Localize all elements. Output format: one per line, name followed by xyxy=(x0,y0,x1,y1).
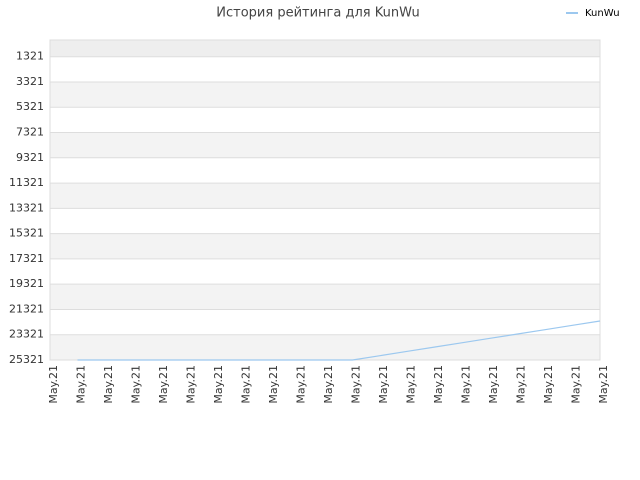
x-tick-label: May.21 xyxy=(377,365,390,404)
x-tick-label: May.21 xyxy=(47,365,60,404)
x-tick-label: May.21 xyxy=(405,365,418,404)
x-tick-label: May.21 xyxy=(350,365,363,404)
y-tick-label: 25321 xyxy=(9,353,44,366)
x-tick-label: May.21 xyxy=(212,365,225,404)
plot-band xyxy=(50,233,600,259)
x-tick-label: May.21 xyxy=(240,365,253,404)
x-tick-label: May.21 xyxy=(597,365,610,404)
series-line xyxy=(77,320,601,361)
y-tick-label: 3321 xyxy=(16,75,44,88)
x-tick-label: May.21 xyxy=(322,365,335,404)
x-tick-label: May.21 xyxy=(185,365,198,404)
x-tick-label: May.21 xyxy=(542,365,555,404)
x-tick-label: May.21 xyxy=(460,365,473,404)
x-tick-label: May.21 xyxy=(102,365,115,404)
plot-band xyxy=(50,81,600,108)
plot-band xyxy=(50,132,600,158)
legend-label: KunWu xyxy=(585,8,620,19)
plot-band xyxy=(50,183,600,209)
x-tick-label: May.21 xyxy=(295,365,308,404)
x-tick-label: May.21 xyxy=(157,365,170,404)
x-tick-label: May.21 xyxy=(515,365,528,404)
plot-band xyxy=(50,334,600,360)
plot-band xyxy=(50,284,600,310)
x-tick-label: May.21 xyxy=(487,365,500,404)
y-tick-label: 19321 xyxy=(9,277,44,290)
plot-band xyxy=(50,40,600,57)
x-tick-label: May.21 xyxy=(432,365,445,404)
y-tick-label: 9321 xyxy=(16,151,44,164)
y-tick-label: 15321 xyxy=(9,227,44,240)
x-tick-label: May.21 xyxy=(130,365,143,404)
x-tick-label: May.21 xyxy=(570,365,583,404)
chart-title: История рейтинга для KunWu xyxy=(216,6,419,21)
x-tick-label: May.21 xyxy=(75,365,88,404)
y-tick-label: 11321 xyxy=(9,176,44,189)
y-tick-label: 21321 xyxy=(9,302,44,315)
y-tick-label: 17321 xyxy=(9,252,44,265)
y-tick-label: 7321 xyxy=(16,126,44,139)
y-tick-label: 1321 xyxy=(16,50,44,63)
y-tick-label: 5321 xyxy=(16,100,44,113)
y-tick-label: 13321 xyxy=(9,201,44,214)
y-tick-label: 23321 xyxy=(9,328,44,341)
x-tick-label: May.21 xyxy=(267,365,280,404)
